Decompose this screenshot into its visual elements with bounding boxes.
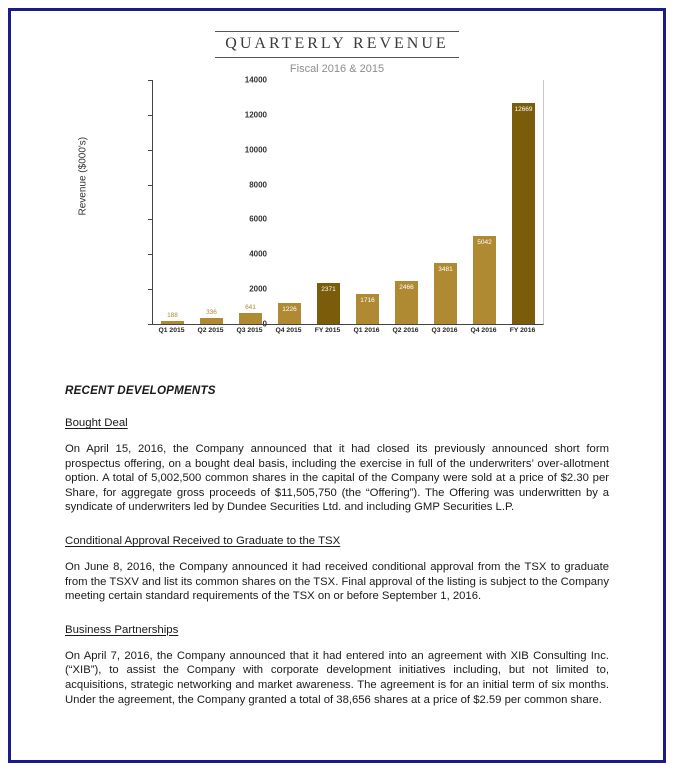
y-axis-label: Revenue ($000's) — [77, 136, 89, 216]
section-heading: Bought Deal — [65, 417, 128, 429]
y-tick-label: 6000 — [249, 214, 267, 224]
bar-value-label: 188 — [167, 312, 178, 319]
x-tick-label: Q2 2015 — [197, 327, 224, 334]
y-tick-label: 10000 — [244, 145, 267, 155]
bar — [200, 318, 223, 324]
report-page: QUARTERLY REVENUE Fiscal 2016 & 2015 Rev… — [11, 11, 663, 760]
chart-region: Revenue ($000's) 188 336 641 1226 2371 1716 24… — [11, 75, 663, 354]
y-tick-mark — [148, 149, 152, 151]
chart-title: QUARTERLY REVENUE — [215, 31, 459, 58]
bar — [395, 281, 418, 324]
page-border — [8, 8, 666, 763]
x-tick-label: Q1 2016 — [353, 327, 380, 334]
bar — [278, 303, 301, 324]
y-tick-mark — [148, 254, 152, 256]
bar-value-label: 641 — [245, 304, 256, 311]
bar — [512, 103, 535, 324]
x-tick-label: FY 2016 — [509, 327, 536, 334]
section-heading: Business Partnerships — [65, 623, 179, 636]
y-tick-label: 8000 — [249, 180, 267, 190]
x-tick-label: Q3 2015 — [236, 327, 263, 334]
bar-value-label: 2371 — [321, 286, 336, 293]
bar — [317, 283, 340, 324]
chart-title-row: QUARTERLY REVENUE — [11, 31, 663, 58]
bar — [434, 263, 457, 324]
y-tick-mark — [148, 219, 152, 221]
quarterly-revenue-chart: QUARTERLY REVENUE Fiscal 2016 & 2015 Rev… — [11, 31, 663, 354]
x-tick-label: Q4 2016 — [470, 327, 497, 334]
y-tick-mark — [148, 324, 152, 325]
bar-value-label: 12669 — [514, 106, 533, 113]
plot-area: 188 336 641 1226 2371 1716 2466 3481 5042 12669 — [148, 80, 544, 325]
y-tick-mark — [148, 80, 152, 81]
bar — [356, 294, 379, 324]
bar-value-label: 1226 — [282, 306, 297, 313]
section-paragraph: On June 8, 2016, the Company announced i… — [65, 560, 609, 603]
bar — [239, 313, 262, 324]
sections: Bought Deal On April 15, 2016, the Compan… — [65, 417, 609, 707]
bar-value-label: 5042 — [477, 239, 492, 246]
x-tick-label: FY 2015 — [314, 327, 341, 334]
bar-value-label: 336 — [206, 309, 217, 316]
bar-value-label: 3481 — [438, 266, 453, 273]
y-tick-label: 4000 — [249, 249, 267, 259]
section-heading-recent-developments: RECENT DEVELOPMENTS — [65, 384, 216, 397]
bar-value-label: 2466 — [399, 284, 414, 291]
x-tick-label: Q3 2016 — [431, 327, 458, 334]
y-tick-label: 2000 — [249, 284, 267, 294]
y-tick-mark — [148, 289, 152, 291]
y-tick-label: 0 — [262, 319, 267, 329]
bar — [473, 236, 496, 324]
section-paragraph: On April 15, 2016, the Company announced… — [65, 443, 609, 514]
y-tick-mark — [148, 184, 152, 186]
x-tick-label: Q2 2016 — [392, 327, 419, 334]
section-heading: Conditional Approval Received to Graduat… — [65, 534, 341, 547]
y-tick-label: 12000 — [244, 110, 267, 120]
bar — [161, 321, 184, 324]
x-tick-label: Q1 2015 — [158, 327, 185, 334]
x-tick-label: Q4 2015 — [275, 327, 302, 334]
y-tick-label: 14000 — [244, 75, 267, 85]
bar-value-label: 1716 — [360, 297, 375, 304]
y-tick-mark — [148, 114, 152, 116]
text-block: RECENT DEVELOPMENTS Bought Deal On April … — [11, 384, 663, 707]
section-paragraph: On April 7, 2016, the Company announced … — [65, 649, 609, 706]
chart-subtitle: Fiscal 2016 & 2015 — [289, 63, 385, 75]
